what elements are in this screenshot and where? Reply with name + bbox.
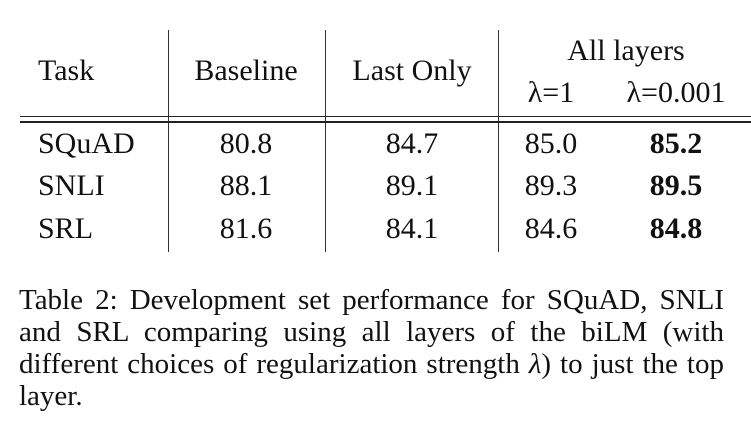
caption-lead: Table 2: Development set performance for… — [19, 284, 724, 380]
header-lambda-0001: λ=0.001 — [626, 76, 726, 109]
column-divider-baseline — [325, 30, 326, 252]
caption-lambda-symbol: λ — [528, 348, 542, 380]
table-row-2-task: SNLI — [38, 169, 105, 202]
column-divider-task — [168, 30, 169, 252]
table-caption: Table 2: Development set performance for… — [19, 284, 724, 412]
table-row-2-last-only: 89.1 — [385, 169, 439, 202]
table-row-3-task: SRL — [38, 212, 94, 245]
table-row-3-lambda-0001: 84.8 — [649, 212, 703, 245]
header-rule-bottom — [20, 121, 751, 123]
table-row-1-baseline: 80.8 — [219, 127, 273, 160]
table-row-3-lambda-1: 84.6 — [524, 212, 578, 245]
column-divider-last-only — [498, 30, 499, 252]
table-row-1-last-only: 84.7 — [385, 127, 439, 160]
table-row-1-task: SQuAD — [38, 127, 135, 160]
table-row-3-last-only: 84.1 — [385, 212, 439, 245]
table-row-3-baseline: 81.6 — [219, 212, 273, 245]
header-rule-top — [20, 116, 751, 117]
table-row-2-lambda-0001: 89.5 — [649, 169, 703, 202]
header-last-only: Last Only — [352, 54, 472, 87]
table-row-1-lambda-0001: 85.2 — [649, 127, 703, 160]
table-row-2-lambda-1: 89.3 — [524, 169, 578, 202]
table-row-2-baseline: 88.1 — [219, 169, 273, 202]
header-task: Task — [38, 54, 95, 87]
header-all-layers: All layers — [567, 34, 685, 67]
header-lambda-1: λ=1 — [527, 76, 575, 109]
header-baseline: Baseline — [194, 54, 298, 87]
table-row-1-lambda-1: 85.0 — [524, 127, 578, 160]
caption-tail: ) to just the top layer. — [19, 348, 724, 412]
